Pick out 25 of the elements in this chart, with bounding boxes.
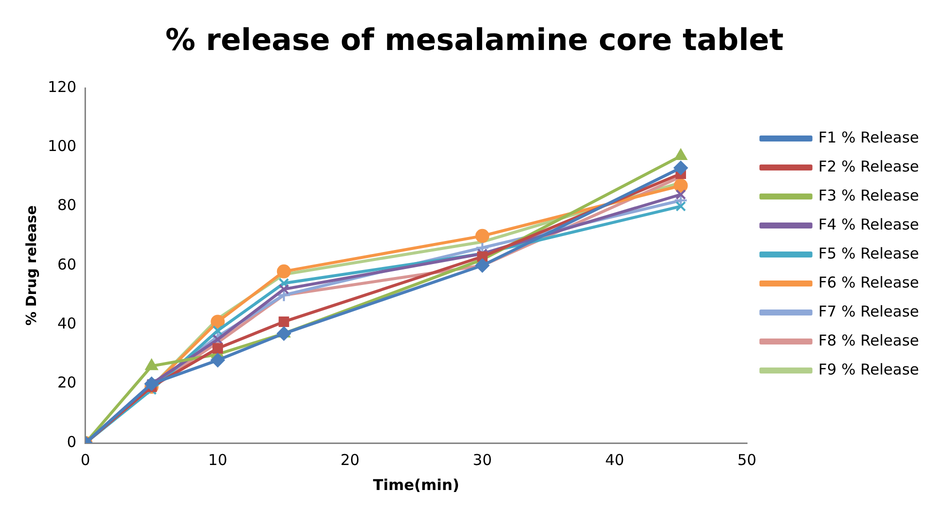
legend-label: F3 % Release	[818, 186, 920, 204]
y-tick-label: 40	[57, 314, 76, 333]
y-tick-label: 80	[57, 196, 76, 214]
legend-label: F8 % Release	[818, 331, 920, 350]
y-tick-label: 60	[57, 255, 76, 274]
legend-label: F5 % Release	[818, 244, 920, 262]
legend-label: F1 % Release	[818, 128, 920, 146]
x-tick-label: 30	[472, 450, 492, 469]
x-tick-label: 10	[208, 450, 228, 469]
x-tick-label: 40	[605, 450, 624, 469]
x-tick-label: 20	[340, 450, 360, 469]
x-tick-label: 0	[80, 450, 90, 469]
y-tick-label: 100	[48, 137, 76, 156]
x-axis-title: Time(min)	[373, 476, 460, 494]
y-tick-label: 0	[66, 432, 76, 451]
legend-label: F7 % Release	[818, 302, 920, 320]
legend-label: F9 % Release	[818, 360, 920, 378]
legend-label: F4 % Release	[818, 215, 920, 234]
chart-title: % release of mesalamine core tablet	[165, 22, 784, 58]
y-tick-label: 20	[57, 374, 76, 392]
legend-label: F6 % Release	[818, 273, 920, 292]
x-tick-label: 50	[737, 450, 756, 469]
legend-label: F2 % Release	[818, 157, 920, 176]
y-tick-label: 120	[48, 78, 76, 96]
y-axis-title: % Drug release	[24, 205, 40, 326]
